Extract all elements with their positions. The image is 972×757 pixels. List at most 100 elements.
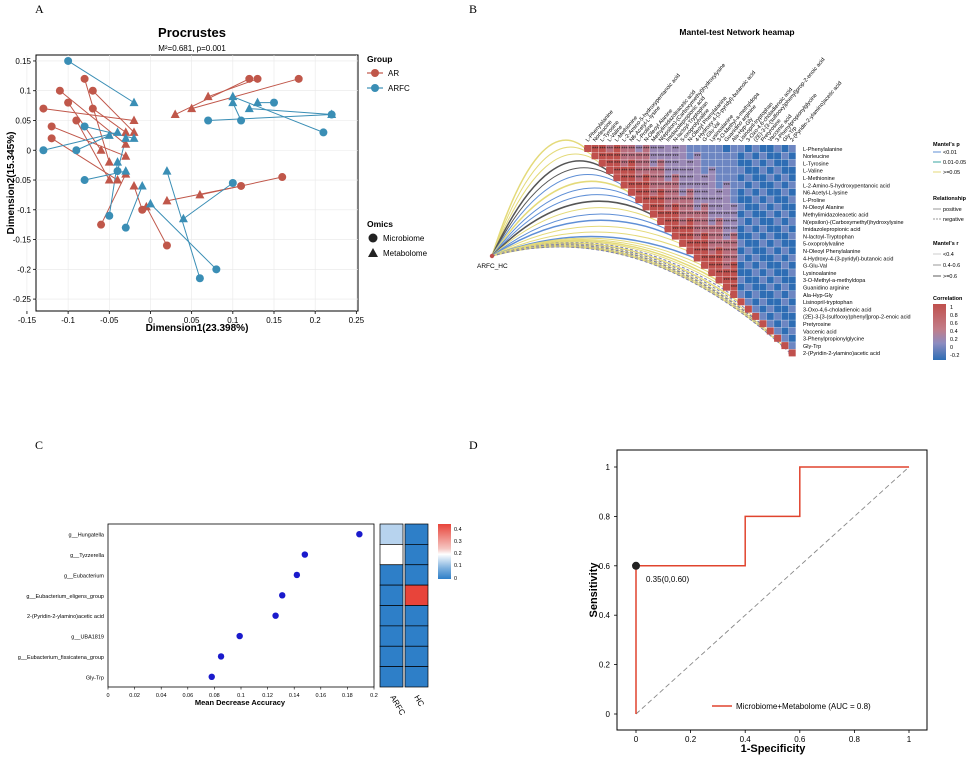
- heatmap-cell: [788, 291, 796, 298]
- heatmap-cell: [737, 188, 745, 196]
- heatmap-cell: [723, 254, 730, 262]
- legend-microbiome-label: Microbiome: [383, 234, 425, 243]
- heatmap-cell: [679, 145, 687, 152]
- mantel-link: [491, 243, 747, 310]
- heatmap-cell: [693, 174, 701, 182]
- heatmap-cell: [693, 239, 701, 247]
- heatmap-cell: [774, 291, 782, 298]
- heatmap-cell: [781, 196, 789, 204]
- cell-mark: ***: [702, 212, 709, 218]
- procrustes-ytick-label: -0.15: [13, 236, 32, 245]
- heatmap-cell: [715, 261, 723, 269]
- cell-mark: ***: [665, 190, 672, 196]
- heatmap-cell: [737, 232, 745, 240]
- mantel-panel: B Mantel-test Network heamap *** *** *** **…: [469, 2, 967, 360]
- heatmap-cell: [693, 218, 701, 225]
- heatmap-cell: [620, 166, 628, 174]
- heatmap-cell: [657, 145, 665, 152]
- mantel-link: [491, 231, 689, 257]
- heatmap-cell: [671, 174, 679, 182]
- cell-mark: ***: [702, 183, 709, 189]
- row-label: L-2-Amino-5-hydroxypentanoic acid: [803, 183, 890, 189]
- heatmap-cell: [766, 218, 774, 225]
- heatmap-cell: [744, 174, 752, 182]
- cell-mark: ***: [723, 241, 730, 247]
- heatmap-cell: [650, 188, 657, 196]
- panel-letter-d: D: [469, 438, 478, 452]
- heatmap-cell: [708, 269, 716, 277]
- heatmap-cell: [788, 247, 796, 255]
- heatmap-cell: [759, 232, 767, 240]
- importance-xtick-label: 0.16: [315, 693, 326, 699]
- legend-positive: positive: [943, 207, 962, 213]
- heatmap-cell: [752, 312, 760, 320]
- heatmap-cell: [759, 254, 767, 262]
- roc-xtick-label: 0.6: [794, 735, 806, 744]
- cell-mark: ***: [658, 190, 665, 196]
- cell-mark: ***: [643, 161, 650, 167]
- heatmap-cell: [730, 188, 738, 196]
- heatmap-cell: [715, 269, 723, 277]
- heatmap-cell: [679, 174, 687, 182]
- heatmap-cell: [379, 523, 404, 545]
- cell-mark: ***: [636, 161, 643, 167]
- heatmap-cell: [686, 166, 694, 174]
- heatmap-cell: [759, 181, 767, 189]
- corr-tick-0: 0: [950, 345, 953, 351]
- heatmap-cell: [781, 254, 789, 262]
- cell-mark: ***: [694, 227, 701, 233]
- importance-xtick-label: 0.1: [237, 693, 245, 699]
- heatmap-cell: [752, 247, 760, 255]
- microbiome-point: [97, 220, 106, 229]
- heatmap-cell: [774, 269, 782, 277]
- roc-xtick-label: 0.2: [685, 735, 697, 744]
- cell-mark: ***: [687, 212, 694, 218]
- heatmap-cell: [701, 210, 709, 218]
- cell-mark: ***: [723, 212, 730, 218]
- heatmap-cell: [657, 188, 665, 196]
- cell-mark: ***: [621, 147, 628, 153]
- heatmap-cell: [788, 181, 796, 189]
- procrustes-link: [43, 131, 118, 151]
- heatmap-cell: [664, 218, 672, 225]
- heatmap-cell: [686, 174, 694, 182]
- cell-mark: ***: [665, 183, 672, 189]
- heatmap-cell: [744, 181, 752, 189]
- heatmap-cell: [766, 210, 774, 218]
- cell-mark: ***: [658, 198, 665, 204]
- importance-label: 2-(Pyridin-2-ylamino)acetic acid: [27, 614, 104, 620]
- heatmap-cell: [766, 320, 774, 328]
- heatmap-cell: [744, 261, 752, 269]
- heatmap-cell: [686, 145, 694, 152]
- cell-mark: ***: [680, 205, 687, 211]
- heatmap-cell: [781, 247, 789, 255]
- importance-point: [293, 571, 301, 579]
- mantel-link: [491, 213, 667, 257]
- cell-mark: ***: [643, 176, 650, 182]
- cell-mark: ***: [680, 212, 687, 218]
- procrustes-ytick-label: -0.1: [17, 206, 31, 215]
- importance-point: [272, 612, 279, 619]
- cell-mark: ***: [716, 205, 723, 211]
- heatmap-cell: [752, 269, 760, 277]
- procrustes-xtick-label: 0.15: [266, 316, 282, 325]
- row-label: 3-Phenylpropionylglycine: [803, 337, 864, 343]
- heatmap-cell: [774, 145, 782, 152]
- heatmap-cell: [723, 166, 730, 174]
- procrustes-ylabel: Dimension2(15.345%): [6, 132, 17, 235]
- heatmap-cell: [759, 291, 767, 298]
- metabolome-point: [228, 97, 238, 107]
- cell-mark: ***: [687, 168, 694, 174]
- cell-mark: ***: [716, 212, 723, 218]
- procrustes-link: [59, 90, 127, 145]
- heatmap-cell: [701, 203, 709, 211]
- heatmap-cell: [404, 584, 429, 606]
- heatmap-cell: [693, 181, 701, 189]
- roc-diagonal: [635, 466, 910, 715]
- heatmap-cell: [671, 210, 679, 218]
- heatmap-cell: [686, 159, 694, 167]
- metabolome-point: [129, 127, 139, 136]
- metabolome-point: [113, 175, 123, 184]
- roc-ytick-label: 1: [606, 463, 611, 472]
- procrustes-link: [150, 203, 217, 270]
